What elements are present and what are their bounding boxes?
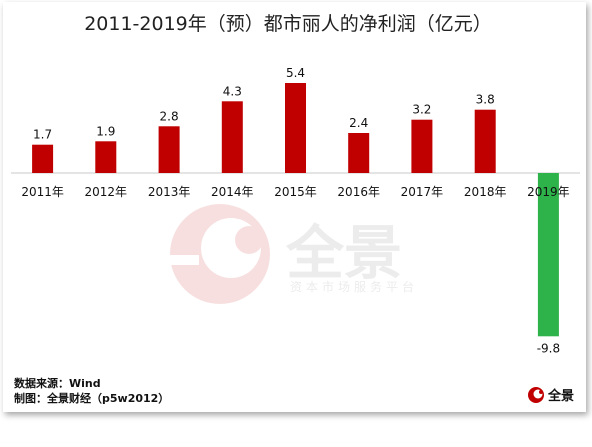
- corner-logo: 全景: [528, 387, 574, 404]
- watermark-tagline: 资本市场服务平台: [290, 279, 418, 294]
- x-tick-label-0: 2011年: [21, 185, 64, 199]
- data-label-3: 4.3: [223, 84, 242, 98]
- data-label-0: 1.7: [33, 128, 52, 142]
- chart-title: 2011-2019年（预）都市丽人的净利润（亿元）: [84, 13, 492, 35]
- bar-7: [474, 109, 496, 173]
- data-label-5: 2.4: [349, 116, 368, 130]
- bar-8: [537, 173, 559, 337]
- bar-2: [158, 126, 180, 173]
- x-tick-label-3: 2014年: [211, 185, 254, 199]
- footer-source: 数据来源：Wind: [14, 376, 101, 390]
- watermark-brand: 全景: [285, 219, 402, 287]
- data-label-1: 1.9: [96, 124, 115, 138]
- data-label-8: -9.8: [537, 341, 560, 355]
- watermark: 全景 资本市场服务平台: [169, 204, 418, 304]
- chart-card: 全景 资本市场服务平台 2011-2019年（预）都市丽人的净利润（亿元） 1.…: [3, 2, 586, 412]
- x-tick-label-2: 2013年: [148, 185, 191, 199]
- bar-1: [95, 141, 117, 173]
- x-axis-tick-labels: 2011年 2012年 2013年 2014年 2015年 2016年 2017年 2018年…: [21, 185, 569, 199]
- x-tick-label-6: 2017年: [401, 185, 444, 199]
- data-label-2: 2.8: [160, 109, 179, 123]
- data-labels: 1.7 1.9 2.8 4.3 5.4 2.4 3.2 3.8 -9.8: [33, 66, 560, 355]
- watermark-logo-icon: [169, 204, 270, 304]
- chart: 全景 资本市场服务平台 2011-2019年（预）都市丽人的净利润（亿元） 1.…: [11, 13, 580, 405]
- bar-5: [348, 133, 370, 173]
- x-tick-label-1: 2012年: [85, 185, 128, 199]
- logo-text: 全景: [547, 388, 574, 404]
- bar-series: [32, 83, 559, 337]
- x-tick-label-7: 2018年: [464, 185, 507, 199]
- data-label-4: 5.4: [286, 66, 305, 80]
- bar-4: [285, 83, 306, 173]
- x-tick-label-4: 2015年: [274, 185, 317, 199]
- data-label-6: 3.2: [412, 103, 431, 117]
- logo-icon: [528, 387, 544, 403]
- x-tick-label-5: 2016年: [337, 185, 380, 199]
- bar-0: [32, 144, 54, 173]
- bar-3: [221, 101, 243, 173]
- x-tick-label-8: 2019年: [527, 185, 570, 199]
- data-label-7: 3.8: [476, 93, 495, 107]
- bar-6: [411, 119, 433, 173]
- footer-maker: 制图：全景财经（p5w2012）: [14, 391, 169, 405]
